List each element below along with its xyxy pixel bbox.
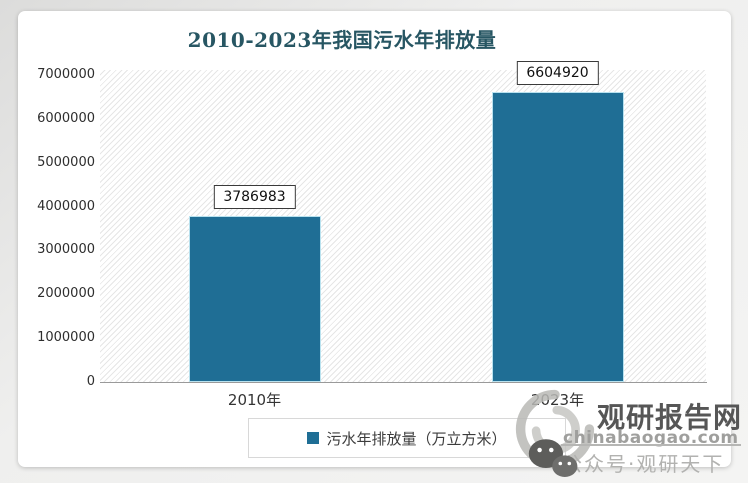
legend-label: 污水年排放量（万立方米） <box>326 429 507 448</box>
y-tick-label: 1000000 <box>37 330 95 346</box>
bar-2023年 <box>491 92 624 382</box>
chart-title: 2010-2023年我国污水年排放量 <box>187 28 497 52</box>
x-tick-label: 2010年 <box>227 391 282 409</box>
y-tick-label: 0 <box>86 374 95 389</box>
data-label: 6604920 <box>516 61 599 86</box>
y-tick-label: 6000000 <box>37 110 95 126</box>
y-tick-label: 3000000 <box>37 242 95 258</box>
legend-marker-icon <box>307 432 320 444</box>
x-tick-label: 2023年 <box>530 391 585 409</box>
y-tick-label: 2000000 <box>37 286 95 302</box>
y-tick-label: 4000000 <box>37 198 95 214</box>
y-tick-label: 5000000 <box>37 154 95 170</box>
y-tick-label: 7000000 <box>37 67 95 82</box>
x-axis-line <box>100 382 707 383</box>
legend-box: 污水年排放量（万立方米） <box>248 418 566 458</box>
bar-2010年 <box>188 215 321 382</box>
data-label: 3786983 <box>213 184 296 209</box>
